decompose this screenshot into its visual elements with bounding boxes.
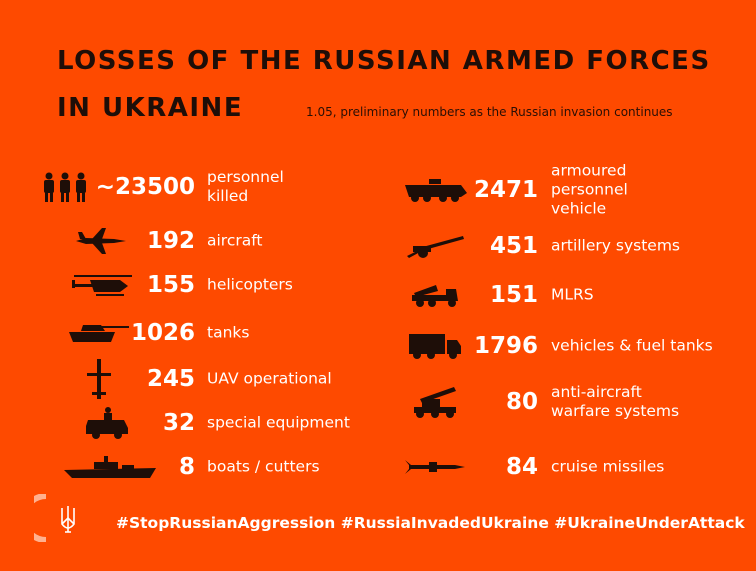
stat-tanks: 1026 tanks xyxy=(0,313,756,353)
helicopters-label: helicopters xyxy=(207,275,293,294)
stat-special-equipment: 32 special equipment xyxy=(0,403,756,443)
helicopters-value: 155 xyxy=(146,272,195,298)
artillery-value: 451 xyxy=(489,233,538,259)
cruise-missile-icon xyxy=(400,447,470,487)
truck-icon xyxy=(400,326,470,366)
stat-vehicles: 1796 vehicles & fuel tanks xyxy=(0,326,756,366)
tank-icon xyxy=(66,313,130,353)
cruise-missiles-label: cruise missiles xyxy=(551,457,665,476)
boats-label: boats / cutters xyxy=(207,457,320,476)
stat-boats: 8 boats / cutters xyxy=(0,447,756,487)
special-equipment-value: 32 xyxy=(162,410,195,436)
cruise-missiles-value: 84 xyxy=(505,454,538,480)
stat-aircraft: 192 aircraft xyxy=(0,221,756,261)
vehicles-value: 1796 xyxy=(473,333,538,359)
vehicles-label: vehicles & fuel tanks xyxy=(551,336,713,355)
anti-aircraft-value: 80 xyxy=(505,389,538,415)
uav-value: 245 xyxy=(146,366,195,392)
stat-uav: 245 UAV operational xyxy=(0,359,756,399)
mlrs-icon xyxy=(400,275,470,315)
hashtags: #StopRussianAggression #RussiaInvadedUkr… xyxy=(116,514,745,532)
aircraft-label: aircraft xyxy=(207,231,263,250)
helicopter-icon xyxy=(68,265,138,305)
anti-aircraft-label: anti-aircraft warfare systems xyxy=(551,383,680,420)
artillery-label: artillery systems xyxy=(551,236,680,255)
drone-icon xyxy=(84,359,114,399)
mlrs-label: MLRS xyxy=(551,285,594,304)
personnel-label: personnel killed xyxy=(207,168,284,205)
stat-apc: 2471 armoured personnel vehicle xyxy=(0,162,756,218)
page-title-line-2: IN UKRAINE xyxy=(57,93,244,123)
warship-icon xyxy=(62,447,158,487)
artillery-icon xyxy=(400,226,470,266)
ukraine-trident-icon xyxy=(21,493,84,546)
stat-artillery: 451 artillery systems xyxy=(0,226,756,266)
apc-label: armoured personnel vehicle xyxy=(551,161,628,218)
soldiers-icon xyxy=(40,167,90,207)
mlrs-value: 151 xyxy=(489,282,538,308)
stat-anti-aircraft: 80 anti-aircraft warfare systems xyxy=(0,382,756,422)
special-vehicle-icon xyxy=(82,403,132,443)
special-equipment-label: special equipment xyxy=(207,413,350,432)
personnel-value: ~23500 xyxy=(95,174,195,200)
stat-mlrs: 151 MLRS xyxy=(0,275,756,315)
page-title-line-1: LOSSES OF THE RUSSIAN ARMED FORCES xyxy=(57,46,711,76)
tanks-value: 1026 xyxy=(130,320,195,346)
apc-value: 2471 xyxy=(473,177,538,203)
stat-cruise-missiles: 84 cruise missiles xyxy=(0,447,756,487)
tanks-label: tanks xyxy=(207,323,250,342)
stat-helicopters: 155 helicopters xyxy=(0,265,756,305)
subtitle: 1.05, preliminary numbers as the Russian… xyxy=(306,105,673,119)
aircraft-value: 192 xyxy=(146,228,195,254)
apc-icon xyxy=(400,170,470,210)
fighter-jet-icon xyxy=(70,221,130,261)
boats-value: 8 xyxy=(178,454,195,480)
anti-aircraft-icon xyxy=(400,382,470,422)
stat-personnel: ~23500 personnel killed xyxy=(0,167,756,207)
uav-label: UAV operational xyxy=(207,369,332,388)
